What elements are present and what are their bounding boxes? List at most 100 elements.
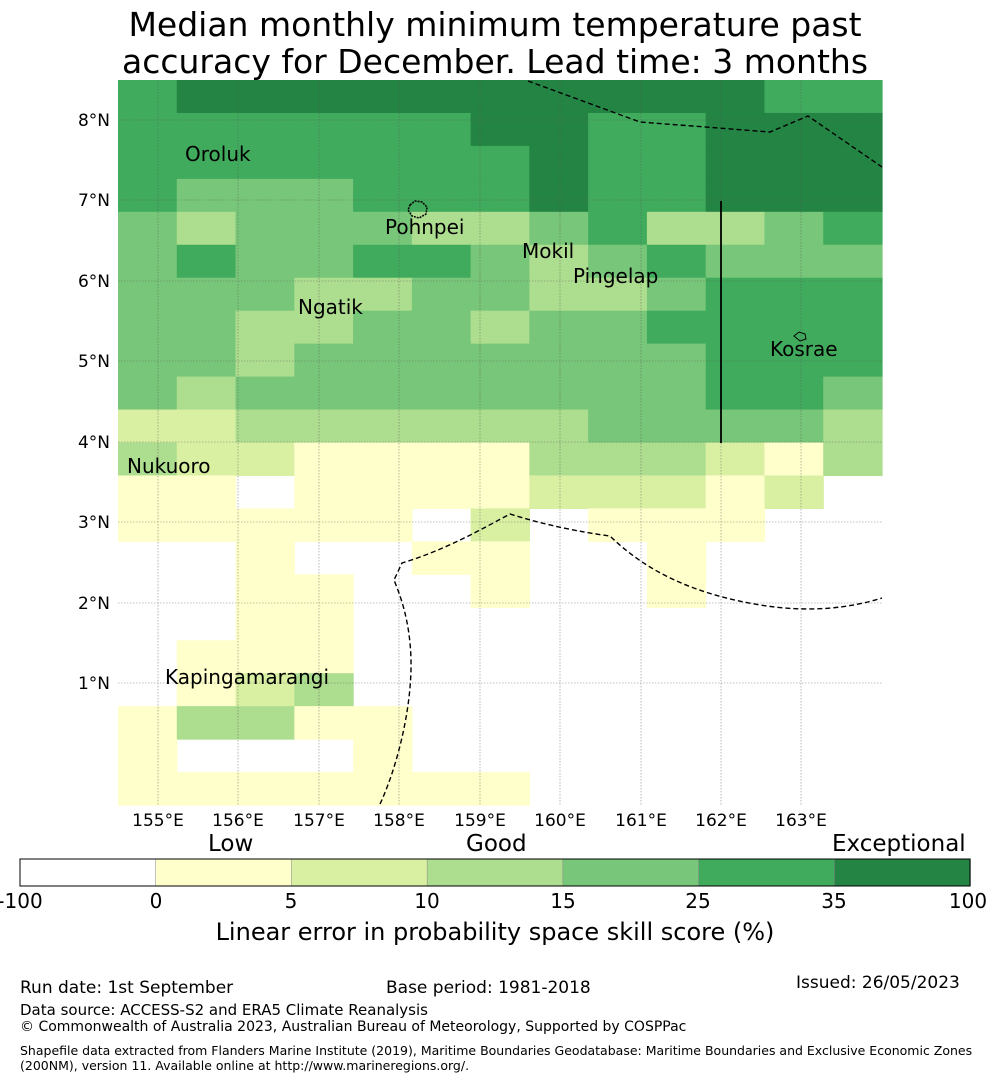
category-exceptional: Exceptional xyxy=(832,831,966,857)
skill-cell xyxy=(470,145,530,180)
skill-cell xyxy=(235,607,295,641)
skill-cell xyxy=(294,607,354,641)
skill-cell xyxy=(176,211,237,246)
skill-cell xyxy=(294,475,354,509)
colorbar-segment xyxy=(834,858,971,887)
skill-cell xyxy=(353,706,413,740)
skill-cell xyxy=(705,178,766,213)
colorbar-tick: 5 xyxy=(284,889,298,913)
skill-cell xyxy=(470,574,530,608)
skill-cell xyxy=(235,706,295,740)
skill-cell xyxy=(411,343,472,378)
eez-boundary-south xyxy=(379,513,883,805)
skill-cell xyxy=(235,640,295,674)
skill-cell xyxy=(588,376,648,411)
skill-cell xyxy=(764,409,824,444)
skill-cell xyxy=(235,244,295,279)
skill-cell xyxy=(529,442,589,477)
skill-cell xyxy=(353,409,413,444)
skill-cell xyxy=(705,145,766,180)
skill-cell xyxy=(118,706,178,740)
lat-tick: 5°N xyxy=(78,352,110,372)
lat-tick: 3°N xyxy=(78,513,110,533)
skill-cell xyxy=(176,277,237,312)
skill-cell xyxy=(118,343,178,378)
skill-cell xyxy=(529,178,589,213)
colorbar-label: Linear error in probability space skill … xyxy=(215,918,775,946)
skill-cell xyxy=(176,475,237,509)
skill-cell xyxy=(118,178,178,213)
skill-cell xyxy=(588,178,648,213)
skill-cell xyxy=(294,211,354,246)
lon-tick: 155°E xyxy=(132,811,184,830)
skill-cell xyxy=(353,442,413,477)
skill-cell xyxy=(823,343,883,378)
data-source: Data source: ACCESS-S2 and ERA5 Climate … xyxy=(20,1001,428,1019)
skill-cell xyxy=(823,244,883,279)
skill-cell xyxy=(588,409,648,444)
skill-cell xyxy=(118,310,178,345)
skill-cell xyxy=(588,244,648,279)
lon-tick: 157°E xyxy=(293,811,345,830)
skill-cell xyxy=(470,772,530,806)
skill-cell xyxy=(294,640,354,674)
skill-cell xyxy=(353,343,413,378)
skill-cell xyxy=(235,343,295,378)
chart-title: Median monthly minimum temperature past … xyxy=(0,6,990,80)
skill-cell xyxy=(176,145,237,180)
colorbar-tick: 15 xyxy=(550,889,576,913)
colorbar-tick: -100 xyxy=(0,889,43,913)
lon-tick: 163°E xyxy=(775,811,827,830)
skill-cell xyxy=(176,112,237,147)
skill-cell xyxy=(294,376,354,411)
colorbar-tick: 35 xyxy=(821,889,847,913)
skill-cell xyxy=(470,541,530,575)
skill-cell xyxy=(294,310,354,345)
place-label-nukuoro: Nukuoro xyxy=(127,454,211,478)
longitude-tick-labels: 155°E 156°E 157°E 158°E 159°E 160°E 161°… xyxy=(132,811,827,830)
skill-cell xyxy=(118,739,178,773)
skill-cell xyxy=(705,112,766,147)
skill-cell xyxy=(411,376,472,411)
skill-cell xyxy=(705,211,766,246)
skill-cell xyxy=(353,475,413,509)
skill-cell xyxy=(235,80,295,114)
skill-cell xyxy=(823,178,883,213)
skill-cell xyxy=(294,673,354,707)
skill-cell xyxy=(705,343,766,378)
skill-cell xyxy=(764,343,824,378)
colorbar-tick: 100 xyxy=(948,889,988,913)
skill-cell xyxy=(588,442,648,477)
skill-cell xyxy=(764,178,824,213)
lon-tick: 162°E xyxy=(695,811,747,830)
skill-cell xyxy=(353,112,413,147)
skill-cell xyxy=(529,376,589,411)
skill-cell xyxy=(646,376,707,411)
skill-cell xyxy=(646,442,707,477)
skill-cell xyxy=(235,211,295,246)
skill-cell xyxy=(176,409,237,444)
colorbar-segment xyxy=(698,858,836,887)
skill-cell xyxy=(588,343,648,378)
skill-cell xyxy=(411,145,472,180)
skill-cell xyxy=(411,80,472,114)
skill-cell xyxy=(470,508,530,542)
lat-tick: 6°N xyxy=(78,272,110,292)
skill-cell xyxy=(118,211,178,246)
skill-cell xyxy=(294,508,354,542)
skill-cell xyxy=(823,277,883,312)
skill-cell xyxy=(235,145,295,180)
skill-cell xyxy=(353,244,413,279)
issued-date: Issued: 26/05/2023 xyxy=(796,973,960,993)
skill-cell xyxy=(235,442,295,477)
shapefile-credit-line-1: Shapefile data extracted from Flanders M… xyxy=(20,1043,973,1058)
skill-cell xyxy=(529,310,589,345)
skill-cell xyxy=(470,80,530,114)
skill-cell xyxy=(176,772,237,806)
colorbar xyxy=(19,858,971,887)
colorbar-tick: 10 xyxy=(414,889,440,913)
skill-cell xyxy=(176,178,237,213)
skill-cell xyxy=(646,343,707,378)
skill-cell xyxy=(823,145,883,180)
skill-cell xyxy=(411,211,472,246)
